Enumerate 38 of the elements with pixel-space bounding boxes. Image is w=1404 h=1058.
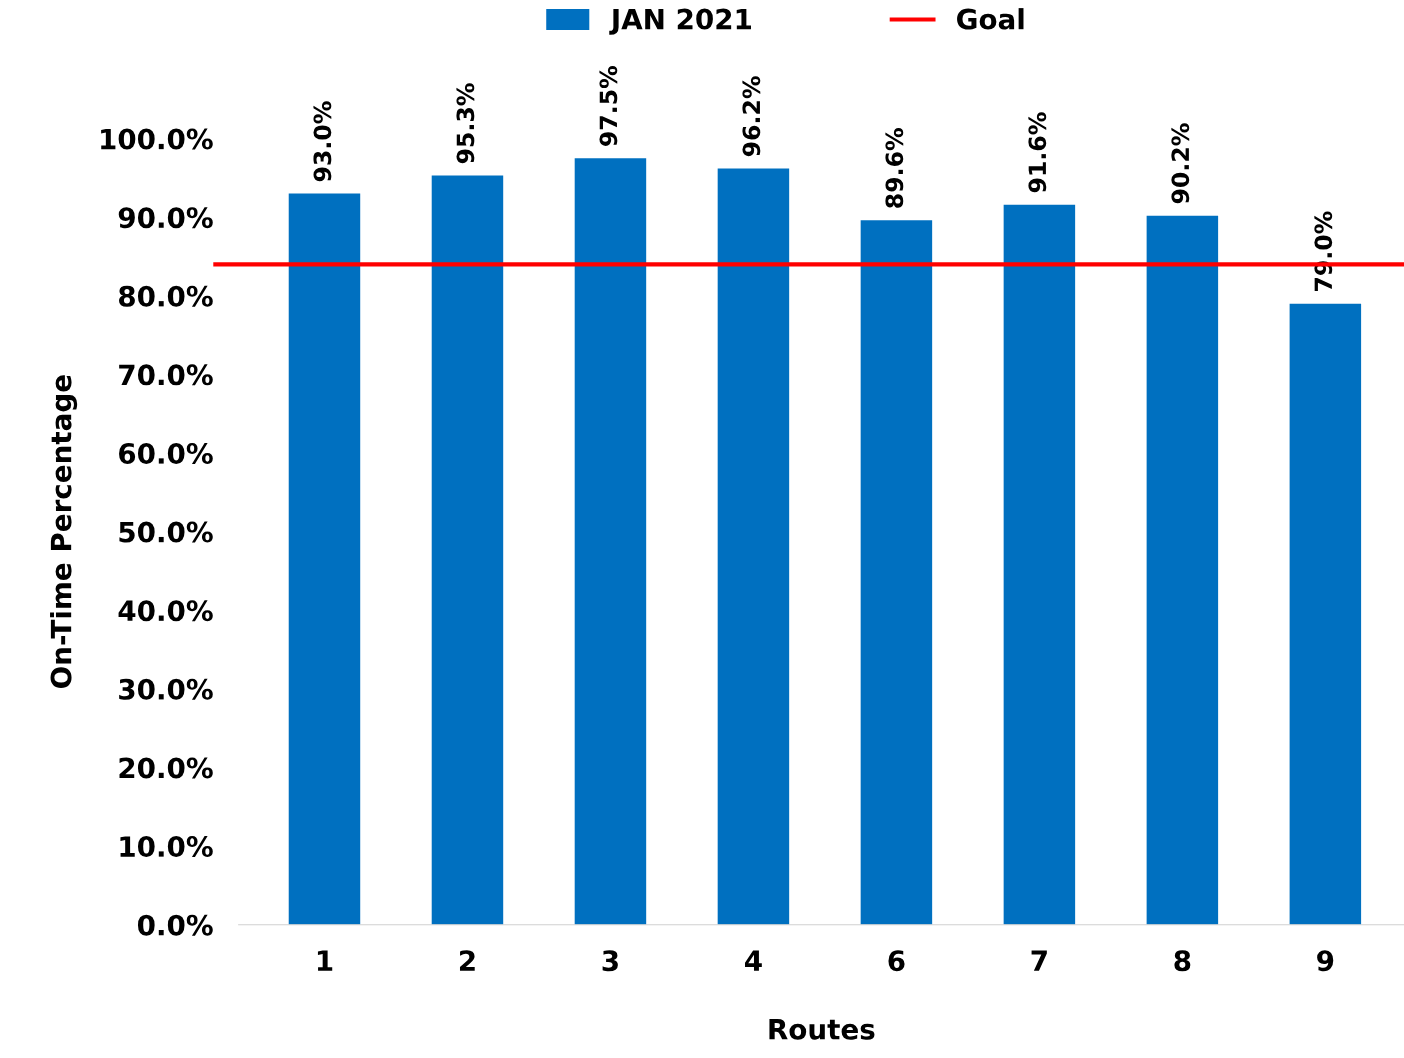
legend-label: Goal [957,8,1024,30]
data-label: 90.2% [1171,123,1190,204]
y-tick-label: 0.0% [137,914,213,936]
y-tick-label: 70.0% [119,364,213,386]
bar [1289,303,1362,925]
data-label: 95.3% [456,83,475,164]
x-tick-label: 6 [888,950,905,972]
bar [1003,204,1076,925]
y-tick-label: 40.0% [118,600,213,622]
data-label: 97.5% [599,65,618,146]
x-tick-label: 8 [1174,950,1191,972]
y-tick-label: 20.0% [119,757,213,779]
y-tick-label: 90.0% [118,207,213,229]
data-label: 91.6% [1028,112,1047,193]
y-tick-label: 100.0% [101,128,213,150]
y-tick-label: 10.0% [120,836,213,858]
y-tick-label: 80.0% [119,285,213,307]
data-label: 93.0% [313,101,332,182]
y-axis-title: On-Time Percentage [50,375,78,688]
x-tick-label: 7 [1031,950,1047,971]
bar [288,193,361,925]
bar [574,158,647,925]
bar [431,175,504,925]
bar [717,168,790,925]
x-tick-label: 3 [602,950,618,972]
bar [1146,215,1219,925]
x-tick-label: 9 [1317,950,1334,972]
x-tick-label: 4 [745,950,762,971]
x-tick-label: 2 [459,950,475,971]
y-tick-label: 60.0% [119,442,213,464]
data-label: 89.6% [885,128,904,208]
data-label: 96.2% [742,76,761,157]
bar [860,220,933,925]
y-tick-label: 30.0% [119,678,213,700]
x-tick-label: 1 [317,950,333,971]
x-axis-title: Routes [769,1019,875,1040]
y-tick-label: 50.0% [119,521,213,543]
legend-label: JAN 2021 [609,8,751,35]
